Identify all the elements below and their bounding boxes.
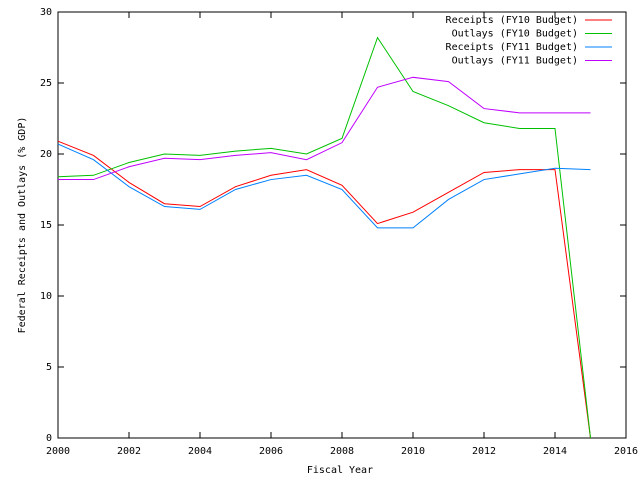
y-tick-label: 0	[46, 433, 52, 444]
y-tick-label: 25	[40, 78, 52, 89]
series-line	[57, 140, 591, 439]
x-tick-label: 2002	[117, 446, 141, 457]
y-axis-label: Federal Receipts and Outlays (% GDP)	[17, 117, 28, 334]
y-tick-label: 5	[46, 362, 52, 373]
plot-border	[57, 11, 627, 439]
x-tick-label: 2000	[46, 446, 70, 457]
series-line	[57, 36, 591, 439]
y-tick-label: 30	[40, 7, 52, 18]
series-line	[58, 76, 591, 181]
x-tick-label: 2010	[401, 446, 425, 457]
y-tick-label: 15	[40, 220, 52, 231]
legend-label: Outlays (FY11 Budget)	[452, 56, 578, 67]
x-tick-label: 2006	[259, 446, 283, 457]
legend-label: Outlays (FY10 Budget)	[452, 29, 578, 40]
x-tick-label: 2016	[614, 446, 638, 457]
x-tick-label: 2014	[543, 446, 567, 457]
legend-label: Receipts (FY10 Budget)	[446, 15, 578, 26]
x-axis-label: Fiscal Year	[307, 465, 373, 476]
x-tick-label: 2004	[188, 446, 212, 457]
series-line	[57, 143, 591, 229]
y-tick-label: 10	[40, 291, 52, 302]
x-tick-label: 2012	[472, 446, 496, 457]
x-tick-label: 2008	[330, 446, 354, 457]
y-tick-label: 20	[40, 149, 52, 160]
legend-label: Receipts (FY11 Budget)	[446, 42, 578, 53]
